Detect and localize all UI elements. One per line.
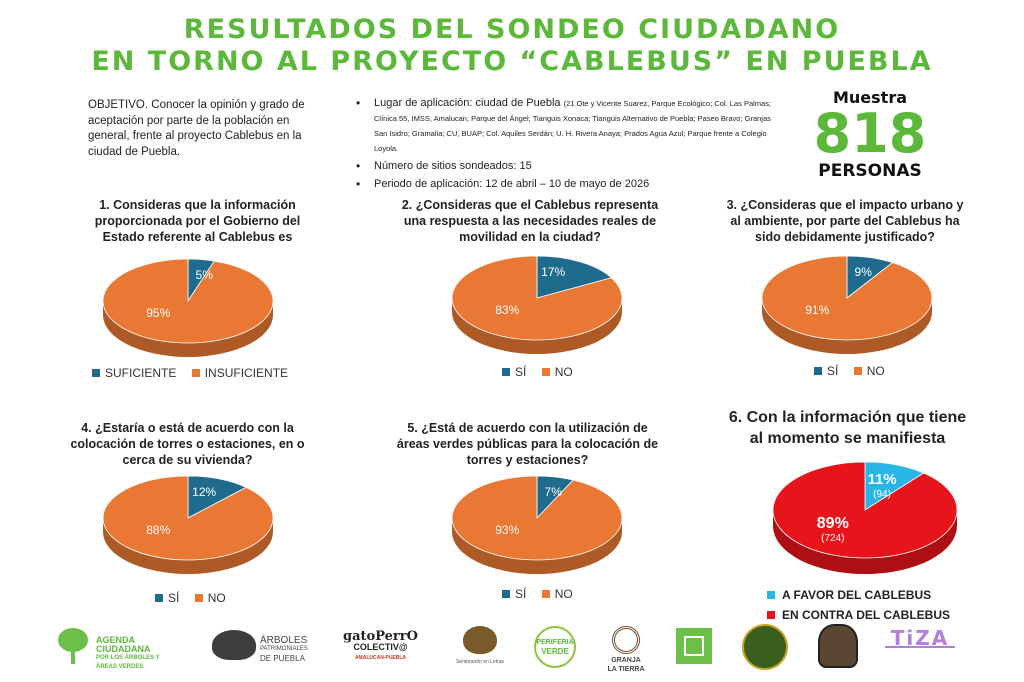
seal-icon: [742, 624, 788, 670]
pie-slice-first: [187, 475, 248, 519]
pie-depth: [452, 298, 622, 354]
legend-item: INSUFICIENTE: [191, 366, 288, 380]
pie-depth: [762, 298, 932, 354]
sample-box: Muestra 818 PERSONAS: [800, 88, 940, 181]
pie-slice-first: [536, 255, 613, 299]
tree-icon: [212, 630, 256, 660]
house-icon: [676, 628, 712, 664]
legend-item: SÍ: [502, 365, 526, 379]
legend-item: SÍ: [155, 591, 179, 605]
pie-label: 11%: [867, 471, 896, 488]
pie-label: 17%: [541, 265, 565, 279]
pie-depth: [773, 510, 957, 574]
pie-count-label: (724): [821, 533, 844, 544]
survey-info: Lugar de aplicación: ciudad de Puebla (2…: [352, 96, 772, 195]
question-2: 2. ¿Consideras que el Cablebus represent…: [401, 198, 659, 244]
pie-label: 88%: [146, 523, 170, 537]
pie-label: 93%: [495, 523, 519, 537]
pie-chart-2: 17% 83%: [451, 255, 623, 354]
logo-gato-perro: gatoPerrO COLECTIV@ AMALUCAN-PUEBLA: [343, 629, 418, 661]
question-3: 3. ¿Consideras que el impacto urbano y a…: [726, 198, 964, 244]
pie-label: 9%: [855, 265, 873, 279]
pie-slice-second: [451, 475, 623, 561]
info-location-detail: (21 Ote y Vicente Suarez, Parque Ecológi…: [374, 99, 772, 153]
logo-granja-la-tierra: GRANJA LA TIERRA: [603, 626, 649, 674]
pie-label: 12%: [192, 485, 216, 499]
pie-slice-second: [102, 258, 274, 344]
pie-slice-second: [102, 475, 274, 561]
question-6: 6. Con la información que tiene al momen…: [728, 409, 967, 447]
sample-number: 818: [813, 102, 927, 165]
legend-item: NO: [541, 365, 573, 379]
legend-4: SÍ NO: [155, 591, 238, 605]
pie-label: 95%: [146, 306, 170, 320]
legend-3: SÍ NO: [814, 364, 897, 378]
legend-item: SÍ: [502, 587, 526, 601]
pie-depth: [103, 518, 273, 574]
legend-item: EN CONTRA DEL CABLEBUS: [767, 605, 950, 625]
pie-chart-3: 9% 91%: [761, 255, 933, 354]
logos-row: AGENDA CIUDADANA POR LOS ÁRBOLES Y ÁREAS…: [0, 620, 1024, 678]
legend-6: A FAVOR DEL CABLEBUS EN CONTRA DEL CABLE…: [767, 585, 950, 625]
pie-chart-1: 5% 95%: [102, 258, 274, 357]
pie-chart-6: 11%(94) 89%(724): [772, 461, 958, 574]
legend-1: SUFICIENTE INSUFICIENTE: [92, 366, 300, 380]
logo-owl: [815, 624, 861, 668]
pie-label: 5%: [196, 268, 214, 282]
logo-periferia-verde: PERIFERIA VERDE: [530, 626, 580, 668]
legend-item: SÍ: [814, 364, 838, 378]
tree-icon: [58, 628, 90, 664]
title-line-1: RESULTADOS DEL SONDEO CIUDADANO: [183, 14, 841, 45]
sample-label: Muestra: [832, 88, 908, 107]
legend-item: SUFICIENTE: [92, 366, 176, 380]
legend-2: SÍ NO: [502, 365, 585, 379]
pie-depth: [452, 518, 622, 574]
pie-label: 7%: [545, 485, 563, 499]
pie-slice-second: [451, 255, 623, 341]
legend-item: NO: [541, 587, 573, 601]
info-location: Lugar de aplicación: ciudad de Puebla (2…: [352, 96, 772, 156]
pie-slice-second: [761, 255, 933, 341]
legend-item: NO: [853, 364, 885, 378]
title-line-2: EN TORNO AL PROYECTO “CABLEBUS” EN PUEBL…: [91, 46, 933, 77]
pie-slice-second: [772, 461, 958, 559]
question-1: 1. Consideras que la información proporc…: [94, 198, 301, 244]
info-period: Periodo de aplicación: 12 de abril – 10 …: [352, 177, 772, 192]
logo-round-seal: [742, 624, 788, 670]
question-5: 5. ¿Está de acuerdo con la utilización d…: [396, 421, 659, 467]
pie-count-label: (94): [873, 489, 891, 500]
pie-chart-5: 7% 93%: [451, 475, 623, 574]
sample-unit: PERSONAS: [818, 161, 922, 181]
logo-green-square: [674, 628, 714, 664]
spiral-icon: [612, 626, 640, 654]
legend-item: A FAVOR DEL CABLEBUS: [767, 585, 950, 605]
logo-tiza: TiZA: [880, 628, 960, 648]
pie-label: 83%: [495, 303, 519, 317]
legend-5: SÍ NO: [502, 587, 585, 601]
objective-text: OBJETIVO. Conocer la opinión y grado de …: [88, 99, 305, 158]
pie-label: 89%: [817, 515, 849, 532]
question-4: 4. ¿Estaría o está de acuerdo con la col…: [70, 421, 305, 467]
pie-depth: [103, 301, 273, 357]
pie-label: 91%: [805, 303, 829, 317]
info-sites: Número de sitios sondeados: 15: [352, 159, 772, 174]
owl-icon: [818, 624, 858, 668]
logo-sembrando-en-letras: Sembrando en Letras: [454, 626, 506, 667]
pie-chart-4: 12% 88%: [102, 475, 274, 574]
tree-icon: [463, 626, 497, 654]
legend-item: NO: [194, 591, 226, 605]
